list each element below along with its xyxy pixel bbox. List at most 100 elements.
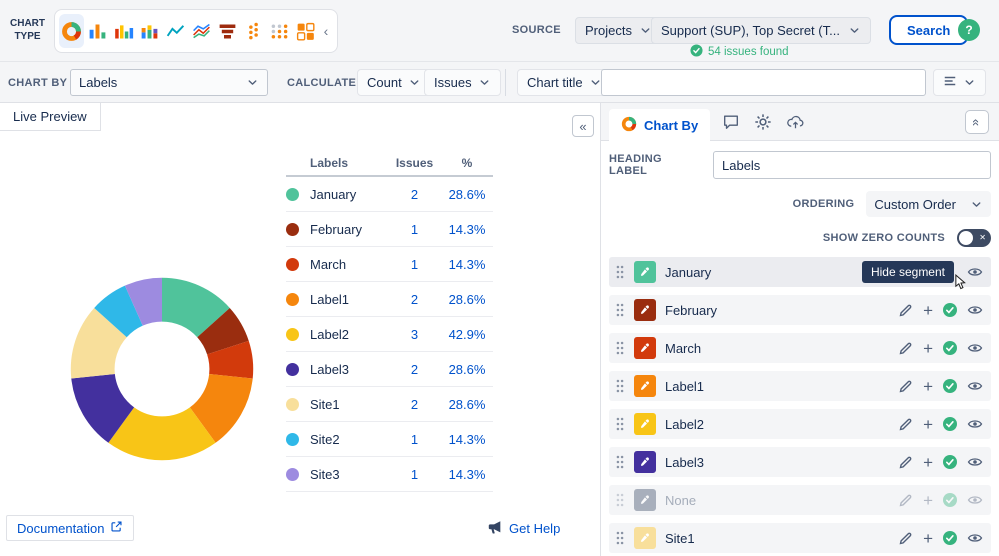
add-segment-button[interactable]: + [923, 300, 933, 320]
text-options-dropdown[interactable] [933, 69, 986, 96]
chart-type-line-icon[interactable] [163, 14, 188, 48]
hide-segment-eye-button[interactable] [967, 264, 983, 280]
donut-segment-label2[interactable] [108, 407, 216, 461]
collapse-preview-button[interactable]: « [572, 115, 594, 137]
donut-segment-site3[interactable] [124, 277, 162, 326]
chart-type-bar-icon[interactable] [85, 14, 110, 48]
tab-chart-by[interactable]: Chart By [609, 109, 711, 141]
chart-type-donut-icon[interactable] [59, 14, 84, 48]
segment-visible-check-icon[interactable] [942, 340, 958, 356]
donut-segment-march[interactable] [207, 340, 254, 379]
edit-segment-button[interactable] [898, 302, 914, 318]
hide-segment-eye-button[interactable] [967, 454, 983, 470]
chart-type-column-icon[interactable] [111, 14, 136, 48]
donut-segment-site1[interactable] [70, 307, 127, 379]
drag-handle-icon[interactable] [615, 416, 625, 432]
segment-color-button[interactable] [634, 527, 656, 549]
segment-visible-check-icon[interactable] [942, 454, 958, 470]
segment-color-button[interactable] [634, 413, 656, 435]
chart-type-dot-matrix-icon[interactable] [267, 14, 292, 48]
add-segment-button[interactable]: + [923, 414, 933, 434]
tab-publish[interactable] [783, 111, 807, 135]
segment-row[interactable]: Label3 + [609, 447, 991, 477]
segment-color-button[interactable] [634, 375, 656, 397]
chart-title-dropdown[interactable]: Chart title [517, 69, 612, 96]
calculate-unit-dropdown[interactable]: Issues [424, 69, 501, 96]
calculate-dropdown[interactable]: Count [357, 69, 431, 96]
segment-color-button[interactable] [634, 337, 656, 359]
add-segment-button[interactable]: + [923, 338, 933, 358]
chart-type-stacked-bar-icon[interactable] [137, 14, 162, 48]
segment-row[interactable]: None + [609, 485, 991, 515]
ordering-dropdown[interactable]: Custom Order [866, 191, 991, 217]
segment-row[interactable]: February + [609, 295, 991, 325]
help-button[interactable]: ? [958, 19, 980, 41]
donut-segment-label3[interactable] [71, 373, 135, 443]
hide-segment-eye-button[interactable] [967, 378, 983, 394]
heading-label-input[interactable] [713, 151, 991, 179]
edit-segment-button[interactable] [898, 416, 914, 432]
live-preview-tab[interactable]: Live Preview [0, 103, 101, 131]
drag-handle-icon[interactable] [615, 492, 625, 508]
legend-label: Site3 [310, 466, 340, 482]
chart-by-dropdown[interactable]: Labels [70, 69, 268, 96]
segment-row[interactable]: January Hide segment [609, 257, 991, 290]
segment-visible-check-icon[interactable] [942, 302, 958, 318]
add-segment-button[interactable]: + [923, 452, 933, 472]
segment-row[interactable]: Label1 + [609, 371, 991, 401]
tab-settings[interactable] [751, 111, 775, 135]
segment-actions: Hide segment [861, 261, 983, 290]
get-help-link[interactable]: Get Help [487, 519, 560, 538]
hide-segment-eye-button[interactable] [967, 340, 983, 356]
segment-row[interactable]: March + [609, 333, 991, 363]
hide-segment-eye-button[interactable] [967, 302, 983, 318]
hide-segment-eye-button[interactable] [967, 530, 983, 546]
segment-color-button[interactable] [634, 261, 656, 283]
collapse-panel-button[interactable]: « [965, 110, 989, 134]
tab-comments[interactable] [719, 111, 743, 135]
drag-handle-icon[interactable] [615, 340, 625, 356]
chart-type-treemap-icon[interactable] [293, 14, 318, 48]
edit-segment-button[interactable] [898, 378, 914, 394]
segment-color-button[interactable] [634, 489, 656, 511]
donut-segment-february[interactable] [197, 307, 249, 355]
donut-chart[interactable] [66, 273, 258, 465]
segment-color-button[interactable] [634, 299, 656, 321]
live-preview-panel: Live Preview Labels Issues % January 2 28.… [0, 103, 600, 556]
edit-segment-button[interactable] [898, 454, 914, 470]
segment-row[interactable]: Label2 + [609, 409, 991, 439]
documentation-link[interactable]: Documentation [6, 515, 135, 541]
segment-color-button[interactable] [634, 451, 656, 473]
drag-handle-icon[interactable] [615, 454, 625, 470]
donut-segment-site2[interactable] [94, 285, 143, 338]
segment-row[interactable]: Site1 + [609, 523, 991, 553]
donut-segment-january[interactable] [162, 277, 230, 338]
edit-segment-button[interactable] [898, 492, 914, 508]
segment-visible-check-icon[interactable] [942, 492, 958, 508]
drag-handle-icon[interactable] [615, 264, 625, 280]
legend-label: February [310, 221, 363, 237]
collapse-chart-types-button[interactable]: ‹ [323, 23, 329, 39]
hide-segment-eye-button[interactable] [967, 492, 983, 508]
add-segment-button[interactable]: + [923, 528, 933, 548]
chart-type-funnel-icon[interactable] [215, 14, 240, 48]
hide-segment-eye-button[interactable] [967, 416, 983, 432]
donut-segment-label1[interactable] [189, 373, 253, 443]
add-segment-button[interactable]: + [923, 490, 933, 510]
drag-handle-icon[interactable] [615, 302, 625, 318]
edit-segment-button[interactable] [898, 530, 914, 546]
show-zero-counts-toggle[interactable]: ✕ [957, 229, 991, 247]
drag-handle-icon[interactable] [615, 530, 625, 546]
add-segment-button[interactable]: + [923, 376, 933, 396]
search-button[interactable]: Search [889, 15, 969, 45]
drag-handle-icon[interactable] [615, 378, 625, 394]
chart-type-multi-line-icon[interactable] [189, 14, 214, 48]
chart-type-dot-columns-icon[interactable] [241, 14, 266, 48]
segment-visible-check-icon[interactable] [942, 416, 958, 432]
edit-segment-button[interactable] [898, 340, 914, 356]
chart-title-input[interactable] [601, 69, 926, 96]
project-scope-dropdown[interactable]: Support (SUP), Top Secret (T... [651, 17, 871, 44]
projects-dropdown[interactable]: Projects [575, 17, 662, 44]
segment-visible-check-icon[interactable] [942, 530, 958, 546]
segment-visible-check-icon[interactable] [942, 378, 958, 394]
